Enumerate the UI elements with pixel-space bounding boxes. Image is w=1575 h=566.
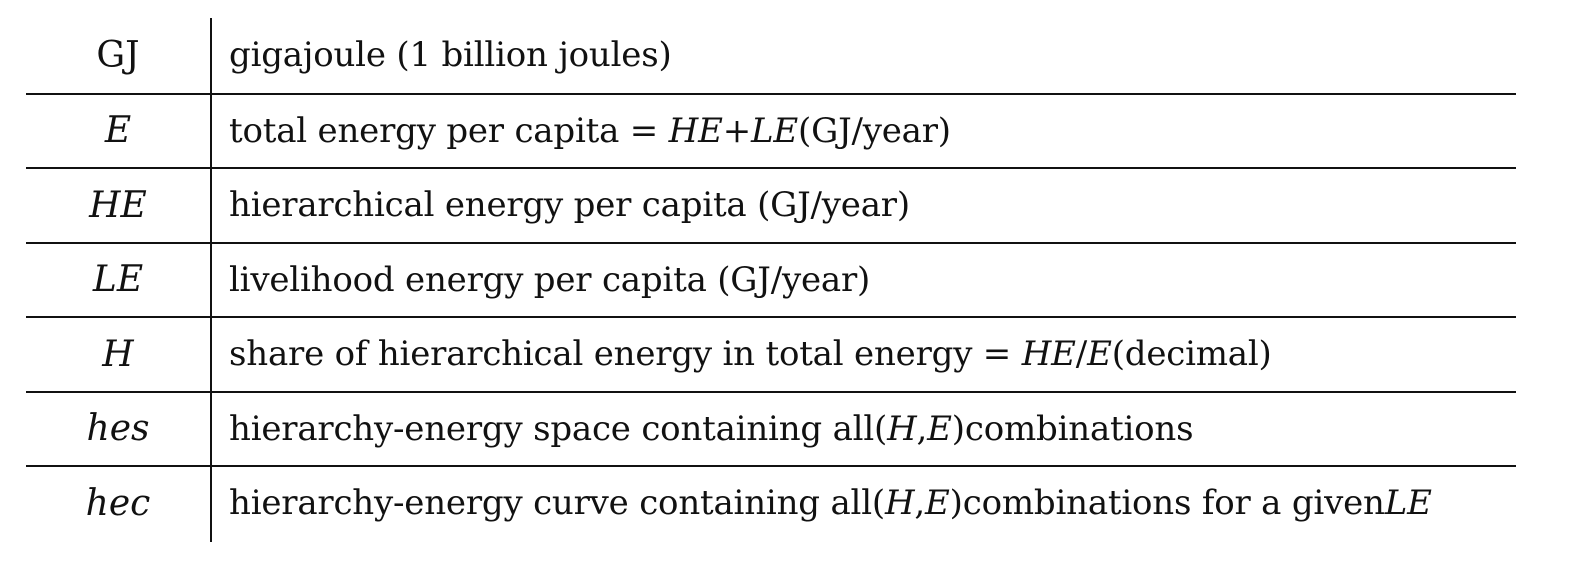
math-variable: HE: [1021, 334, 1076, 375]
math-variable: LE: [1384, 483, 1432, 524]
symbol-cell: HE: [89, 184, 147, 226]
math-operator: +: [722, 110, 752, 151]
definition-cell: gigajoule (1 billion joules): [229, 18, 1516, 93]
column-divider: [210, 18, 212, 542]
math-bracket: ): [949, 483, 963, 524]
math-variable: E: [927, 408, 952, 449]
definition-text: hierarchy-energy curve containing all: [229, 483, 872, 524]
symbol-cell: LE: [92, 259, 144, 301]
symbol-cell: GJ: [96, 34, 140, 76]
glossary-row-he: HE hierarchical energy per capita (GJ/ye…: [26, 167, 1516, 242]
definition-text: combinations: [964, 408, 1194, 449]
definition-cell: hierarchical energy per capita (GJ/year): [229, 169, 1516, 242]
math-operator: /: [1075, 334, 1088, 375]
math-separator: ,: [914, 483, 926, 524]
math-variable: HE: [668, 110, 723, 151]
math-variable: H: [884, 483, 915, 524]
symbol-cell: hes: [86, 408, 150, 450]
definition-cell: total energy per capita = HE + LE (GJ/ye…: [229, 95, 1516, 168]
symbol-cell: H: [102, 333, 134, 375]
definition-text: combinations for a given: [962, 483, 1385, 524]
definition-text: share of hierarchical energy in total en…: [229, 334, 1012, 375]
definition-cell: hierarchy-energy space containing all (H…: [229, 393, 1516, 466]
definition-text: livelihood energy per capita (GJ/year): [229, 259, 871, 300]
definition-text: gigajoule (1 billion joules): [229, 35, 672, 76]
definition-unit: (decimal): [1111, 334, 1272, 375]
math-bracket: ): [951, 408, 965, 449]
glossary-row-hec: hec hierarchy-energy curve containing al…: [26, 465, 1516, 540]
math-separator: ,: [916, 408, 928, 449]
glossary-row-le: LE livelihood energy per capita (GJ/year…: [26, 241, 1516, 317]
definition-cell: share of hierarchical energy in total en…: [229, 318, 1516, 391]
symbol-cell: hec: [85, 482, 151, 524]
symbol-glossary-table: GJ gigajoule (1 billion joules) E total …: [26, 18, 1516, 542]
math-bracket: (: [874, 408, 888, 449]
definition-text: hierarchical energy per capita (GJ/year): [229, 185, 910, 226]
glossary-row-gj: GJ gigajoule (1 billion joules): [26, 18, 1516, 93]
definition-cell: livelihood energy per capita (GJ/year): [229, 244, 1516, 317]
glossary-row-h: H share of hierarchical energy in total …: [26, 316, 1516, 391]
math-bracket: (: [871, 483, 885, 524]
math-variable: E: [1087, 334, 1112, 375]
definition-cell: hierarchy-energy curve containing all (H…: [229, 467, 1516, 540]
symbol-cell: E: [104, 110, 132, 152]
glossary-row-hes: hes hierarchy-energy space containing al…: [26, 390, 1516, 466]
definition-unit: (GJ/year): [798, 110, 951, 151]
definition-text: total energy per capita =: [229, 110, 659, 151]
math-variable: E: [925, 483, 950, 524]
math-variable: LE: [751, 110, 799, 151]
math-variable: H: [887, 408, 917, 449]
definition-text: hierarchy-energy space containing all: [229, 408, 875, 449]
glossary-row-e: E total energy per capita = HE + LE (GJ/…: [26, 92, 1516, 168]
